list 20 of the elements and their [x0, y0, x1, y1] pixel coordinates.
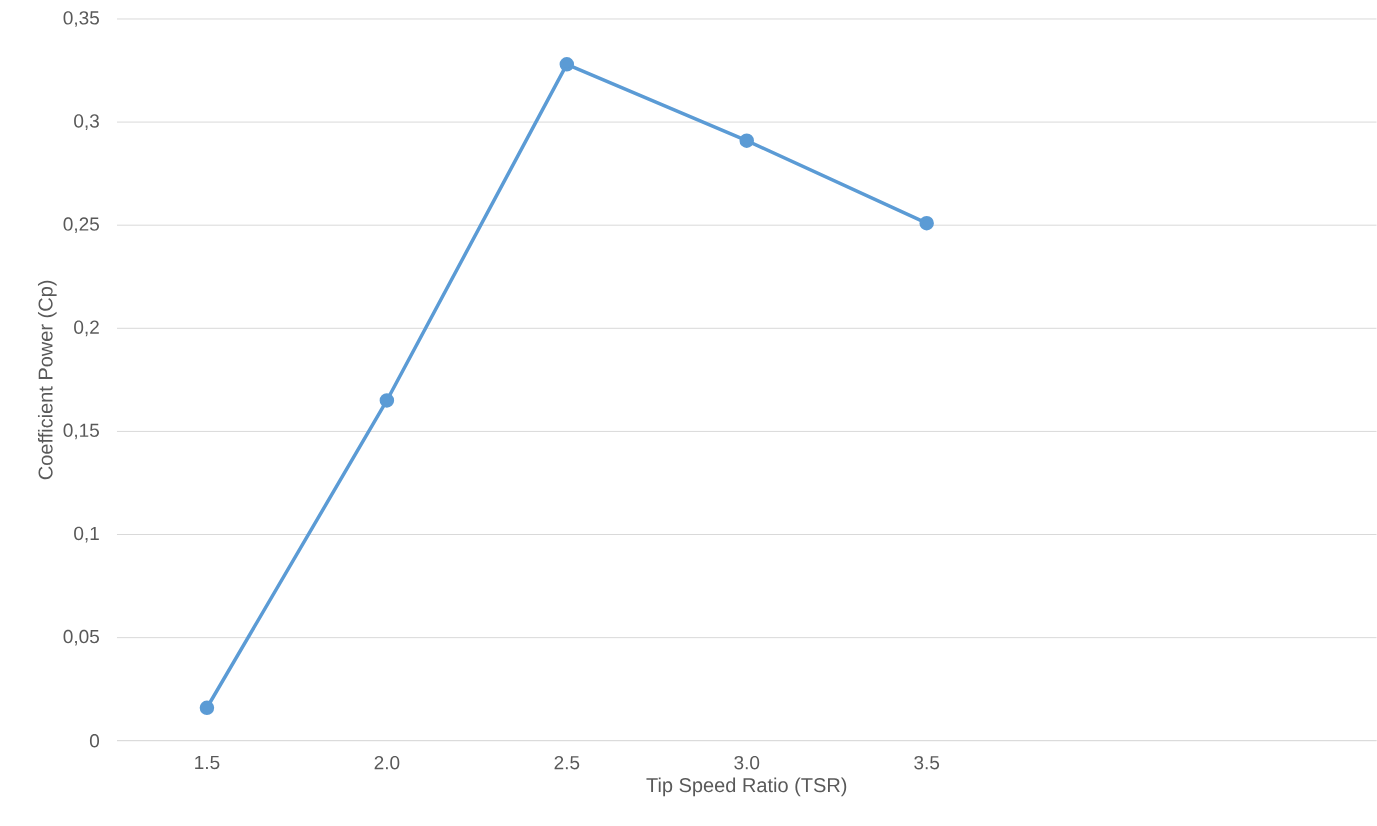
y-tick-label: 0,35 [63, 11, 99, 27]
y-tick-label: 0,25 [63, 217, 99, 234]
x-tick-label: 3.5 [914, 756, 940, 770]
x-tick-label: 2.0 [374, 756, 400, 770]
y-tick-label: 0,1 [74, 526, 99, 543]
point [559, 57, 575, 72]
x-tick-label: 3.0 [734, 756, 760, 770]
y-tick-label: 0,15 [63, 423, 99, 440]
y-tick-label: 0 [89, 734, 100, 748]
y-axis-title: Coefficient Power (Cp) [37, 280, 57, 480]
point [379, 393, 395, 408]
y-tick-label: 0,2 [74, 320, 99, 337]
point [199, 700, 215, 716]
point [919, 216, 934, 231]
y-tick-label: 0,05 [63, 629, 99, 646]
y-tick-label: 0,3 [74, 114, 99, 131]
point [739, 133, 754, 149]
x-tick-label: 1.5 [195, 756, 220, 770]
x-axis-title: Tip Speed Ratio (TSR) [646, 777, 847, 797]
x-tick-label: 2.5 [554, 756, 580, 770]
